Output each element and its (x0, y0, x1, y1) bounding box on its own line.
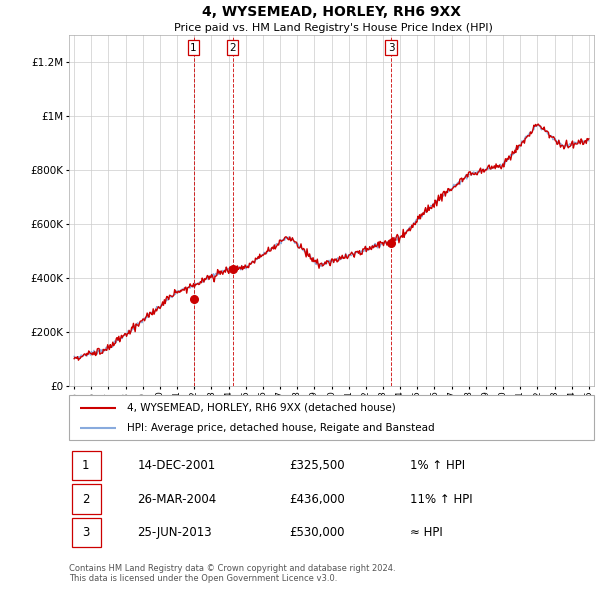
Text: Contains HM Land Registry data © Crown copyright and database right 2024.
This d: Contains HM Land Registry data © Crown c… (69, 563, 395, 583)
FancyBboxPatch shape (71, 451, 101, 480)
Text: Price paid vs. HM Land Registry's House Price Index (HPI): Price paid vs. HM Land Registry's House … (173, 23, 493, 32)
Text: 26-MAR-2004: 26-MAR-2004 (137, 493, 217, 506)
FancyBboxPatch shape (71, 484, 101, 514)
Text: ≈ HPI: ≈ HPI (410, 526, 443, 539)
Text: 3: 3 (388, 42, 395, 53)
Text: 2: 2 (82, 493, 89, 506)
FancyBboxPatch shape (71, 518, 101, 548)
Text: 1: 1 (82, 459, 89, 472)
Text: 1% ↑ HPI: 1% ↑ HPI (410, 459, 466, 472)
Title: 4, WYSEMEAD, HORLEY, RH6 9XX: 4, WYSEMEAD, HORLEY, RH6 9XX (202, 5, 461, 19)
Text: 25-JUN-2013: 25-JUN-2013 (137, 526, 212, 539)
Text: HPI: Average price, detached house, Reigate and Banstead: HPI: Average price, detached house, Reig… (127, 424, 434, 434)
Text: £436,000: £436,000 (290, 493, 345, 506)
Text: 1: 1 (190, 42, 197, 53)
Text: £325,500: £325,500 (290, 459, 345, 472)
Text: £530,000: £530,000 (290, 526, 345, 539)
Text: 4, WYSEMEAD, HORLEY, RH6 9XX (detached house): 4, WYSEMEAD, HORLEY, RH6 9XX (detached h… (127, 403, 395, 412)
Text: 3: 3 (82, 526, 89, 539)
Text: 14-DEC-2001: 14-DEC-2001 (137, 459, 215, 472)
Text: 11% ↑ HPI: 11% ↑ HPI (410, 493, 473, 506)
FancyBboxPatch shape (69, 395, 594, 440)
Text: 2: 2 (229, 42, 236, 53)
